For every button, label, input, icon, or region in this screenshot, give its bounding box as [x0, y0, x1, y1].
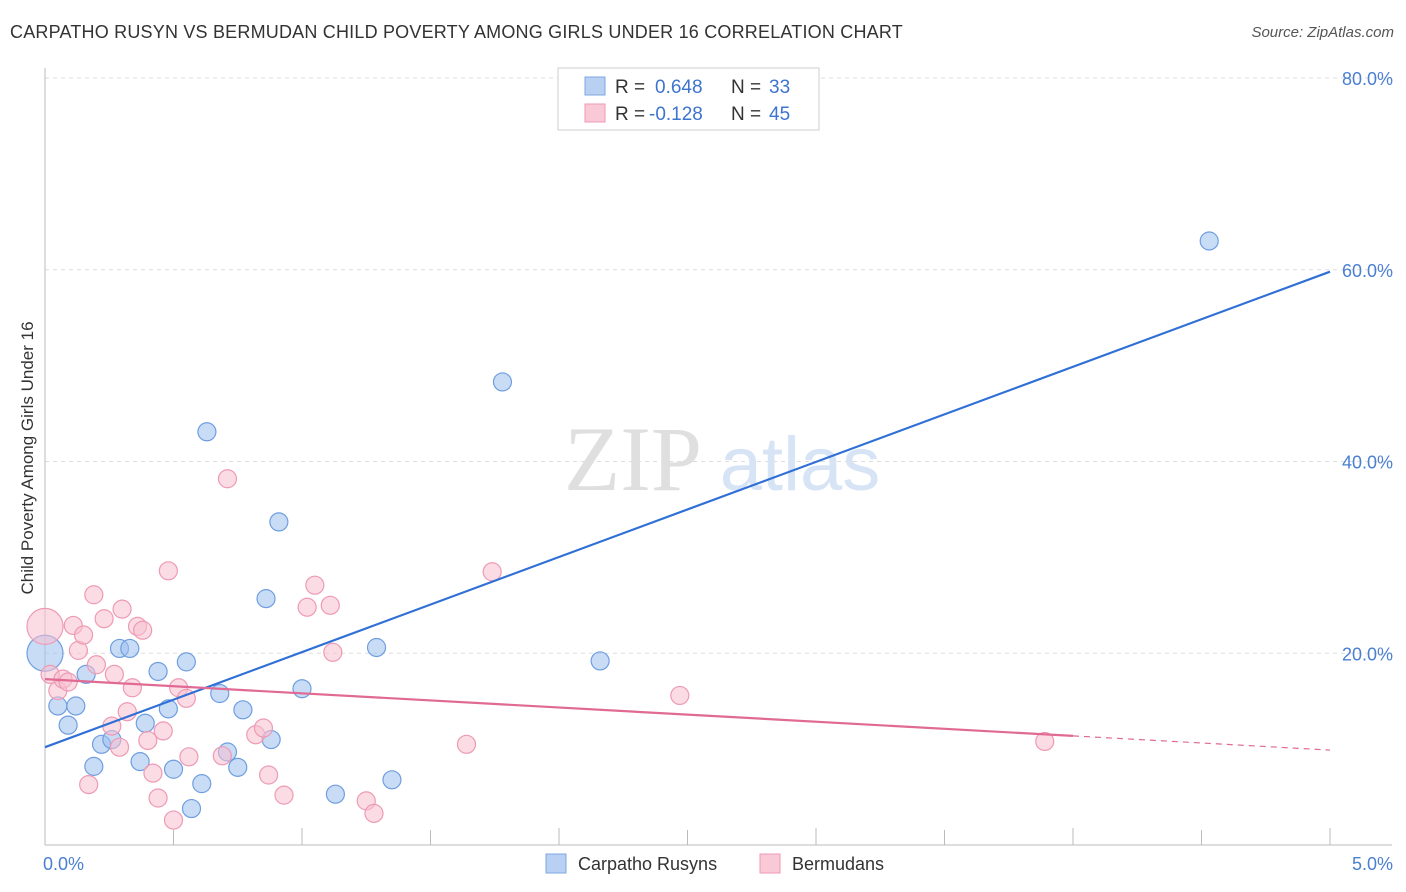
point-bermudans-17 [122, 678, 142, 698]
point-bermudans-8 [79, 774, 99, 795]
point-carpatho-30 [492, 372, 513, 392]
series-legend: Carpatho Rusyns Bermudans [545, 853, 884, 874]
point-bermudans-43 [670, 685, 690, 706]
stats-swatch-bermudans [584, 103, 606, 123]
point-carpatho-18 [197, 422, 217, 442]
data-points [26, 231, 1219, 830]
point-bermudans-34 [274, 785, 294, 805]
point-carpatho-2 [58, 715, 78, 735]
point-bermudans-40 [364, 803, 384, 823]
point-carpatho-15 [176, 652, 196, 672]
point-bermudans-7 [73, 625, 94, 645]
x-tick-label-0: 0.0% [43, 854, 84, 874]
point-bermudans-38 [323, 642, 343, 662]
point-carpatho-5 [84, 756, 104, 776]
point-bermudans-4 [58, 672, 78, 692]
legend-label-bermudans: Bermudans [792, 854, 884, 874]
point-bermudans-13 [104, 664, 124, 684]
point-carpatho-9 [120, 638, 140, 659]
trend-lines [44, 270, 1331, 751]
y-tick-labels: 20.0% 40.0% 60.0% 80.0% [1342, 69, 1393, 664]
point-carpatho-29 [382, 770, 402, 790]
point-bermudans-28 [179, 747, 199, 767]
y-tick-label-3: 80.0% [1342, 69, 1393, 89]
point-bermudans-20 [138, 730, 158, 751]
point-carpatho-25 [269, 512, 289, 532]
stats-n-value-1: 33 [769, 77, 790, 98]
point-carpatho-21 [228, 757, 248, 777]
point-carpatho-14 [163, 759, 184, 779]
point-carpatho-10 [130, 751, 150, 772]
stats-r-value-2: -0.128 [649, 104, 703, 125]
chart-title: CARPATHO RUSYN VS BERMUDAN CHILD POVERTY… [10, 22, 903, 42]
stats-swatch-carpatho [584, 76, 606, 96]
point-bermudans-15 [112, 599, 132, 619]
point-carpatho-17 [192, 774, 212, 794]
point-carpatho-23 [256, 589, 276, 609]
point-bermudans-33 [258, 765, 279, 785]
point-bermudans-29 [212, 746, 232, 766]
trend-line-bermudans [44, 678, 1074, 737]
watermark: ZIP atlas [564, 408, 880, 510]
legend-swatch-bermudans [759, 853, 781, 874]
point-carpatho-22 [233, 700, 253, 720]
stats-r-label-2: R = [615, 104, 645, 125]
point-bermudans-42 [482, 562, 502, 582]
point-bermudans-30 [217, 469, 238, 489]
point-bermudans-22 [148, 788, 168, 808]
legend-swatch-carpatho [545, 853, 567, 874]
stats-r-label-1: R = [615, 77, 645, 98]
point-bermudans-35 [297, 597, 317, 617]
stats-n-label-1: N = [731, 77, 761, 98]
point-carpatho-3 [66, 696, 86, 716]
point-carpatho-26 [292, 679, 312, 699]
point-carpatho-32 [1199, 231, 1219, 251]
point-carpatho-16 [181, 798, 202, 819]
trend-line-carpatho [44, 270, 1331, 749]
point-bermudans-36 [305, 575, 325, 595]
point-bermudans-24 [158, 561, 178, 581]
point-carpatho-31 [590, 651, 610, 671]
y-axis-label: Child Poverty Among Girls Under 16 [18, 321, 37, 594]
point-bermudans-23 [153, 721, 173, 741]
watermark-zip: ZIP [564, 408, 702, 510]
stats-n-value-2: 45 [769, 104, 790, 125]
stats-legend: R = 0.648 N = 33 R = -0.128 N = 45 [557, 67, 820, 131]
trend-line-bermudans-dashed [1072, 735, 1331, 751]
point-bermudans-44 [1035, 731, 1055, 752]
point-carpatho-19 [210, 683, 230, 704]
point-bermudans-21 [143, 763, 163, 783]
source-note: Source: ZipAtlas.com [1251, 24, 1394, 41]
y-tick-label-0: 20.0% [1342, 644, 1393, 664]
stats-n-label-2: N = [731, 104, 761, 125]
x-tick-labels: 0.0% 5.0% [43, 854, 1393, 874]
point-bermudans-19 [133, 620, 153, 640]
point-carpatho-28 [366, 637, 387, 658]
gridlines [45, 77, 1392, 654]
legend-label-carpatho: Carpatho Rusyns [578, 854, 717, 874]
point-bermudans-14 [109, 737, 130, 757]
stats-r-value-1: 0.648 [655, 77, 703, 98]
point-bermudans-10 [86, 655, 107, 675]
x-tick-label-1: 5.0% [1352, 854, 1393, 874]
point-bermudans-37 [320, 595, 340, 615]
y-tick-label-2: 60.0% [1342, 261, 1393, 281]
point-bermudans-11 [94, 609, 114, 629]
point-bermudans-0 [26, 607, 64, 646]
point-bermudans-25 [163, 810, 184, 830]
point-bermudans-9 [84, 585, 104, 605]
y-tick-label-1: 40.0% [1342, 453, 1393, 473]
point-carpatho-12 [148, 661, 168, 682]
point-bermudans-41 [456, 734, 477, 754]
watermark-atlas: atlas [720, 422, 881, 507]
point-carpatho-11 [135, 713, 155, 733]
axes [44, 68, 1392, 846]
point-bermudans-32 [253, 718, 274, 738]
point-carpatho-27 [325, 784, 346, 804]
